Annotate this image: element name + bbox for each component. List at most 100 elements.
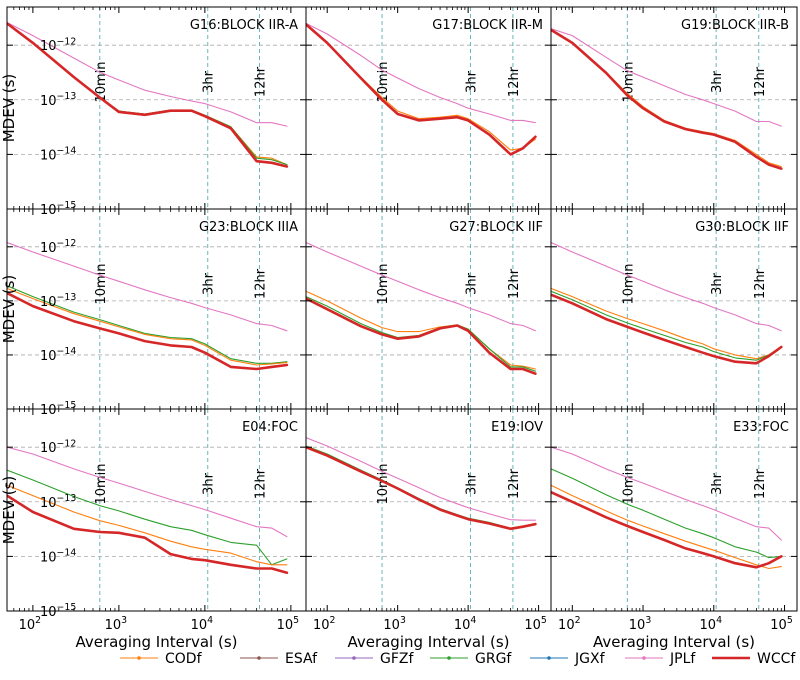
- x-tick-label: 104: [191, 615, 214, 633]
- marker-label: 3hr: [202, 70, 217, 93]
- marker-label: 3hr: [464, 472, 479, 495]
- series-line-jplf: [7, 446, 288, 538]
- series-line-codf: [306, 23, 536, 151]
- panel-e04-foc: 10min 3hr 12hr E04:FOC 102 103 104 105 Averaging…: [6, 408, 307, 651]
- series-line-jplf: [551, 446, 782, 541]
- y-tick-label: 10−14: [40, 146, 76, 164]
- marker-label: 12hr: [507, 268, 522, 299]
- marker-label: 12hr: [753, 268, 768, 299]
- y-tick-label: 10−15: [40, 200, 76, 218]
- y-tick-label: 10−13: [40, 493, 76, 511]
- series-line-jplf: [306, 241, 536, 332]
- panel-frame: [550, 408, 798, 612]
- legend-label-jplf: JPLf: [669, 651, 696, 667]
- panel-title: E33:FOC: [733, 420, 789, 435]
- y-tick-label: 10−14: [40, 346, 76, 364]
- marker-label: 12hr: [753, 66, 768, 97]
- series-line-codf: [551, 29, 782, 168]
- x-tick-label: 103: [105, 615, 128, 633]
- series-line-grgf: [7, 469, 288, 566]
- marker-label: 10min: [94, 61, 109, 102]
- marker-label: 3hr: [710, 472, 725, 495]
- panel-title: G30:BLOCK IIF: [695, 220, 789, 235]
- marker-label: 10min: [94, 463, 109, 504]
- y-tick-label: 10−14: [40, 548, 76, 566]
- marker-label: 3hr: [202, 272, 217, 295]
- series-line-jplf: [306, 437, 536, 521]
- panel-g16-block-iir-a: 10min 3hr 12hr G16:BLOCK IIR-A: [6, 6, 307, 210]
- marker-label: 3hr: [710, 272, 725, 295]
- legend-label-codf: CODf: [165, 651, 203, 667]
- series-line-wccf: [551, 28, 783, 170]
- panel-title: G16:BLOCK IIR-A: [190, 18, 298, 33]
- series-line-wccf: [551, 490, 783, 569]
- y-axis-label: MDEV (s): [0, 74, 18, 143]
- panel-title: G19:BLOCK IIR-B: [681, 18, 789, 33]
- marker-label: 10min: [621, 263, 636, 304]
- panel-title: E04:FOC: [242, 420, 298, 435]
- series-line-jplf: [7, 241, 288, 332]
- series-line-grgf: [306, 445, 536, 529]
- legend-marker-codf: [137, 656, 141, 660]
- marker-label: 10min: [621, 463, 636, 504]
- panel-title: G17:BLOCK IIR-M: [432, 18, 543, 33]
- x-axis-label: Averaging Interval (s): [75, 633, 237, 651]
- series-line-jplf: [551, 28, 782, 127]
- legend-marker-jgxf: [547, 656, 551, 660]
- x-tick-label: 104: [700, 615, 723, 633]
- series-line-grgf: [7, 285, 288, 364]
- panel-frame: [550, 208, 798, 410]
- marker-label: 12hr: [507, 66, 522, 97]
- series-line-codf: [306, 290, 536, 370]
- series-line-wccf: [7, 494, 289, 575]
- legend-marker-esaf: [257, 656, 261, 660]
- x-tick-label: 102: [313, 615, 336, 633]
- y-tick-label: 10−15: [40, 400, 76, 418]
- series-line-codf: [7, 484, 288, 566]
- panel-g17-block-iir-m: 10min 3hr 12hr G17:BLOCK IIR-M: [305, 6, 552, 210]
- series-line-jplf: [551, 241, 782, 332]
- series-group: [306, 437, 537, 531]
- x-tick-label: 104: [454, 615, 477, 633]
- series-line-jplf: [306, 22, 536, 124]
- x-tick-label: 102: [558, 615, 581, 633]
- series-line-wccf: [551, 293, 783, 365]
- series-line-wccf: [306, 23, 537, 156]
- series-group: [7, 21, 289, 168]
- legend-marker-gfzf: [352, 656, 356, 660]
- marker-label: 10min: [376, 61, 391, 102]
- legend-label-gfzf: GFZf: [380, 651, 414, 667]
- series-group: [306, 241, 537, 376]
- panel-frame: [305, 408, 552, 612]
- series-line-wccf: [306, 297, 537, 376]
- x-tick-label: 103: [629, 615, 652, 633]
- legend-label-jgxf: JGXf: [574, 651, 606, 667]
- panel-frame: [550, 6, 798, 210]
- legend-marker-grgf: [447, 656, 451, 660]
- series-line-grgf: [551, 468, 782, 559]
- legend-label-esaf: ESAf: [285, 651, 318, 667]
- series-line-wccf: [306, 445, 537, 531]
- legend-label-wccf: WCCf: [757, 651, 796, 667]
- series-group: [7, 446, 289, 575]
- x-tick-label: 105: [277, 615, 300, 633]
- marker-label: 12hr: [753, 468, 768, 499]
- marker-label: 10min: [376, 263, 391, 304]
- x-axis-label: Averaging Interval (s): [593, 633, 755, 651]
- panel-title: G23:BLOCK IIIA: [199, 220, 298, 235]
- series-group: [551, 446, 783, 570]
- y-tick-label: 10−12: [40, 36, 76, 54]
- series-group: [551, 28, 783, 170]
- marker-label: 12hr: [254, 66, 269, 97]
- legend-marker-jplf: [642, 656, 646, 660]
- series-line-wccf: [7, 22, 289, 168]
- marker-label: 3hr: [710, 70, 725, 93]
- marker-label: 12hr: [507, 468, 522, 499]
- series-line-codf: [551, 484, 782, 570]
- marker-label: 12hr: [254, 268, 269, 299]
- x-tick-label: 105: [524, 615, 547, 633]
- panel-e33-foc: 10min 3hr 12hr E33:FOC 102 103 104 105 Averaging…: [550, 408, 798, 651]
